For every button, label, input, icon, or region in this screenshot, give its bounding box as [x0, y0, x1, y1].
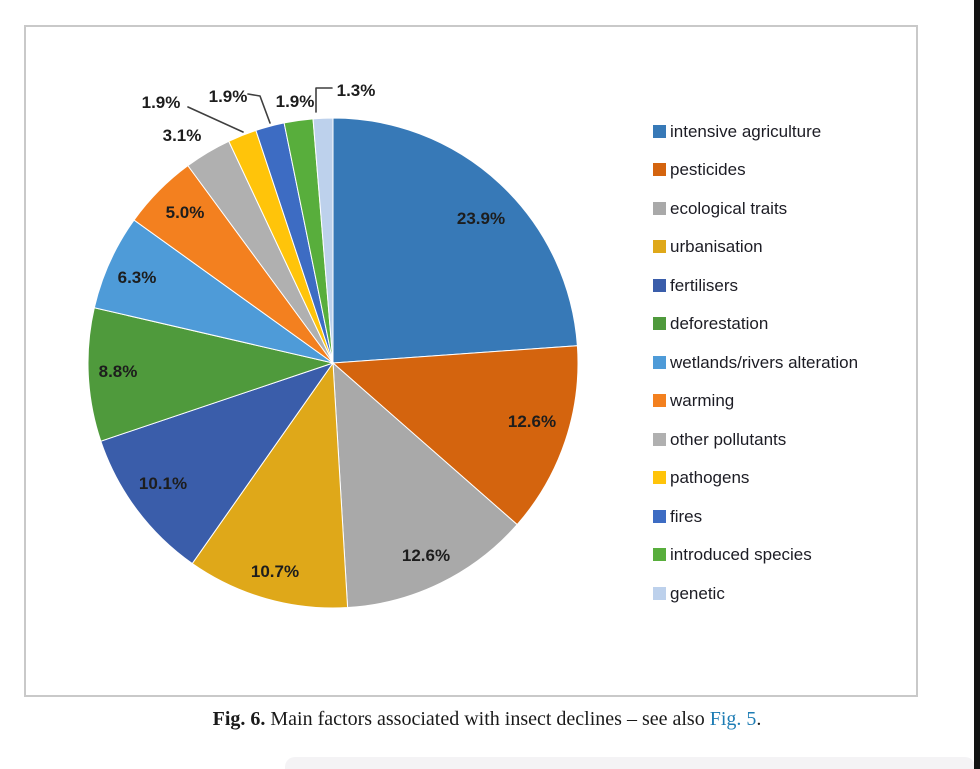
leader-line-fires — [247, 93, 271, 124]
leader-line-pathogens — [187, 106, 244, 133]
legend-label: deforestation — [670, 314, 769, 334]
legend-swatch-icon — [653, 471, 666, 485]
legend-item-urbanisation: urbanisation — [653, 228, 908, 267]
legend-swatch-icon — [653, 509, 666, 523]
caption-fig-label: Fig. 6. — [212, 708, 266, 730]
pct-label-pesticides: 12.6% — [508, 412, 556, 431]
legend-label: wetlands/rivers alteration — [670, 352, 859, 372]
leader-line-genetic — [315, 87, 333, 113]
pct-label-introduced-species: 1.9% — [276, 92, 315, 111]
legend-swatch-icon — [653, 355, 666, 369]
pie-slice-intensive-agriculture — [332, 117, 578, 364]
legend-label: intensive agriculture — [670, 121, 822, 141]
legend-label: ecological traits — [670, 198, 788, 218]
legend-swatch-icon — [653, 317, 666, 331]
legend-item-deforestation: deforestation — [653, 305, 908, 344]
pct-label-fertilisers: 10.1% — [139, 474, 187, 493]
legend-label: other pollutants — [670, 429, 787, 449]
legend-item-wetlands-rivers-alteration: wetlands/rivers alteration — [653, 343, 908, 382]
legend-item-ecological-traits: ecological traits — [653, 189, 908, 228]
next-content-edge — [285, 757, 975, 769]
figure-box: 23.9% 12.6% 12.6% 10.7% 10.1% 8.8% 6.3% 5.0% 3.1… — [24, 25, 918, 697]
legend-label: introduced species — [670, 545, 812, 565]
legend-item-intensive-agriculture: intensive agriculture — [653, 112, 908, 151]
pct-label-urbanisation: 10.7% — [251, 562, 299, 581]
fig-5-link[interactable]: Fig. 5 — [709, 708, 757, 730]
right-edge-strip — [974, 0, 980, 769]
legend-item-introduced-species: introduced species — [653, 536, 908, 575]
pie-slice-fertilisers — [100, 362, 335, 565]
legend-swatch-icon — [653, 240, 666, 254]
legend-swatch-icon — [653, 124, 666, 138]
legend-swatch-icon — [653, 201, 666, 215]
pct-label-fires: 1.9% — [209, 87, 248, 106]
legend-item-other-pollutants: other pollutants — [653, 420, 908, 459]
pct-label-pathogens: 1.9% — [142, 93, 181, 112]
legend-label: warming — [670, 391, 735, 411]
legend-swatch-icon — [653, 163, 666, 177]
pct-label-wetlands-rivers-alteration: 6.3% — [118, 268, 157, 287]
pie-slice-deforestation — [87, 307, 335, 442]
legend-label: pathogens — [670, 468, 750, 488]
pie-slice-ecological-traits — [332, 361, 518, 609]
legend-item-pesticides: pesticides — [653, 151, 908, 190]
legend-swatch-icon — [653, 278, 666, 292]
legend-item-fires: fires — [653, 497, 908, 536]
legend-label: fires — [670, 506, 703, 526]
pct-label-intensive-agriculture: 23.9% — [457, 209, 505, 228]
legend-label: fertilisers — [670, 275, 739, 295]
legend-item-warming: warming — [653, 382, 908, 421]
caption-suffix: . — [756, 708, 762, 730]
legend-swatch-icon — [653, 394, 666, 408]
legend-item-pathogens: pathogens — [653, 459, 908, 498]
pie-chart: 23.9% 12.6% 12.6% 10.7% 10.1% 8.8% 6.3% 5.0% 3.1… — [87, 81, 579, 609]
legend-label: genetic — [670, 583, 725, 603]
legend: intensive agriculture pesticides ecologica… — [653, 112, 908, 613]
pct-label-warming: 5.0% — [166, 203, 205, 222]
pct-label-ecological-traits: 12.6% — [402, 546, 450, 565]
legend-item-genetic: genetic — [653, 574, 908, 613]
legend-swatch-icon — [653, 586, 666, 600]
legend-label: urbanisation — [670, 237, 763, 257]
caption-text: Main factors associated with insect decl… — [265, 708, 710, 730]
legend-swatch-icon — [653, 548, 666, 562]
legend-label: pesticides — [670, 160, 746, 180]
pie-slice-genetic — [312, 117, 334, 364]
pct-label-genetic: 1.3% — [337, 81, 376, 100]
pct-label-other-pollutants: 3.1% — [163, 126, 202, 145]
legend-swatch-icon — [653, 432, 666, 446]
legend-item-fertilisers: fertilisers — [653, 266, 908, 305]
pie-slice-pesticides — [331, 345, 579, 526]
figure-caption: Fig. 6. Main factors associated with ins… — [0, 708, 974, 731]
pie-slice-urbanisation — [191, 361, 349, 609]
pct-label-deforestation: 8.8% — [99, 362, 138, 381]
